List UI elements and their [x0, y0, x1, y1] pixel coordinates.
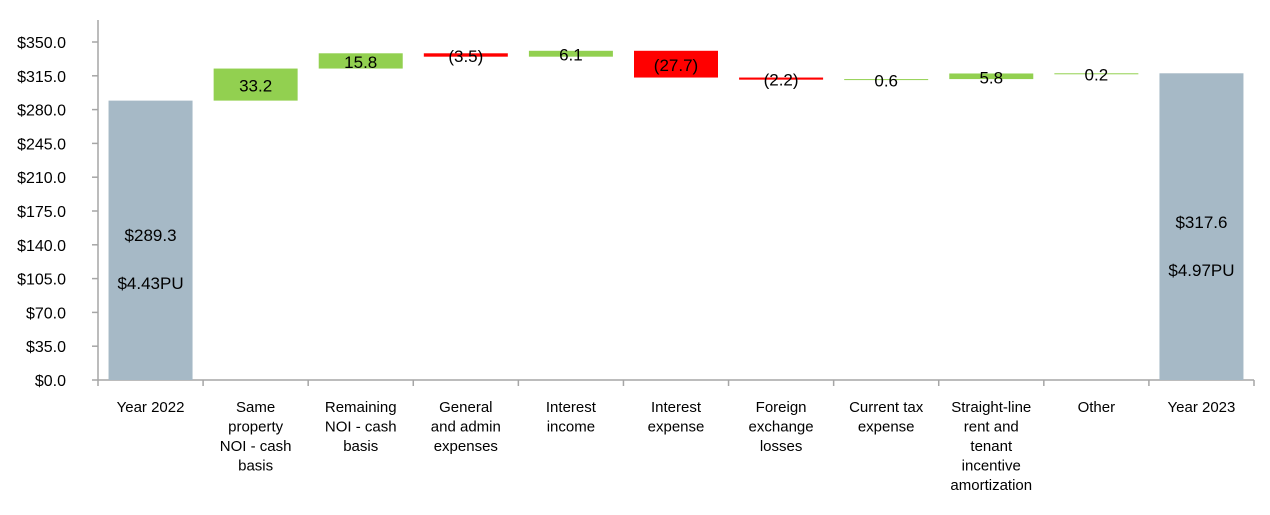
y-tick-label: $350.0	[17, 35, 66, 52]
data-labels: $289.3 $4.43PU 33.2 15.8 (3.5) 6.1 (27.7) (2.2)…	[117, 46, 1234, 293]
total-value-label: $289.3	[125, 226, 177, 245]
x-axis: Year 2022 Same property NOI - cash basis Rema…	[97, 379, 1255, 494]
bar-total	[108, 100, 193, 380]
bar-increase	[528, 50, 613, 57]
per-unit-label: $4.97PU	[1168, 261, 1234, 280]
bar-decrease	[634, 50, 718, 78]
bar-increase	[318, 53, 403, 69]
y-tick-label: $140.0	[17, 238, 66, 255]
category-label: Remaining NOI - cash basis	[325, 399, 397, 455]
change-value-label: 6.1	[559, 46, 583, 65]
bars	[108, 50, 1244, 380]
category-label: Year 2022	[117, 399, 185, 416]
category-label: Foreign exchange losses	[749, 399, 814, 455]
bar-decrease	[739, 77, 824, 80]
bar-increase	[949, 73, 1034, 80]
per-unit-label: $4.43PU	[117, 274, 183, 293]
change-value-label: 0.6	[874, 71, 898, 90]
change-value-label: (27.7)	[654, 56, 698, 75]
category-label: Current tax expense	[849, 399, 924, 436]
change-value-label: (2.2)	[764, 71, 799, 90]
y-tick-label: $175.0	[17, 204, 66, 221]
category-label: Straight-line rent and tenant incentive amor…	[950, 399, 1032, 494]
y-tick-label: $105.0	[17, 272, 66, 289]
change-value-label: 5.8	[979, 68, 1003, 87]
change-value-label: 0.2	[1085, 65, 1109, 84]
y-tick-label: $245.0	[17, 136, 66, 153]
y-axis: $0.0 $35.0 $70.0 $105.0 $140.0 $175.0 $210.0 $2…	[17, 20, 99, 390]
category-label: General and admin expenses	[431, 399, 501, 455]
total-value-label: $317.6	[1175, 213, 1227, 232]
bar-increase	[1054, 73, 1139, 75]
change-value-label: 15.8	[344, 53, 377, 72]
bar-decrease	[423, 53, 508, 57]
bar-increase	[844, 79, 929, 81]
change-value-label: (3.5)	[448, 47, 483, 66]
category-label: Interest expense	[648, 399, 705, 436]
y-tick-label: $0.0	[35, 373, 66, 390]
bar-increase	[213, 68, 298, 101]
bar-total	[1159, 73, 1244, 380]
y-tick-label: $35.0	[26, 339, 66, 356]
y-tick-label: $210.0	[17, 170, 66, 187]
category-label: Other	[1078, 399, 1116, 416]
category-label: Interest income	[546, 399, 597, 436]
category-label: Year 2023	[1168, 399, 1236, 416]
y-tick-label: $315.0	[17, 69, 66, 86]
change-value-label: 33.2	[239, 77, 272, 96]
y-tick-label: $70.0	[26, 305, 66, 322]
y-tick-label: $280.0	[17, 103, 66, 120]
category-label: Same property NOI - cash basis	[220, 399, 292, 475]
